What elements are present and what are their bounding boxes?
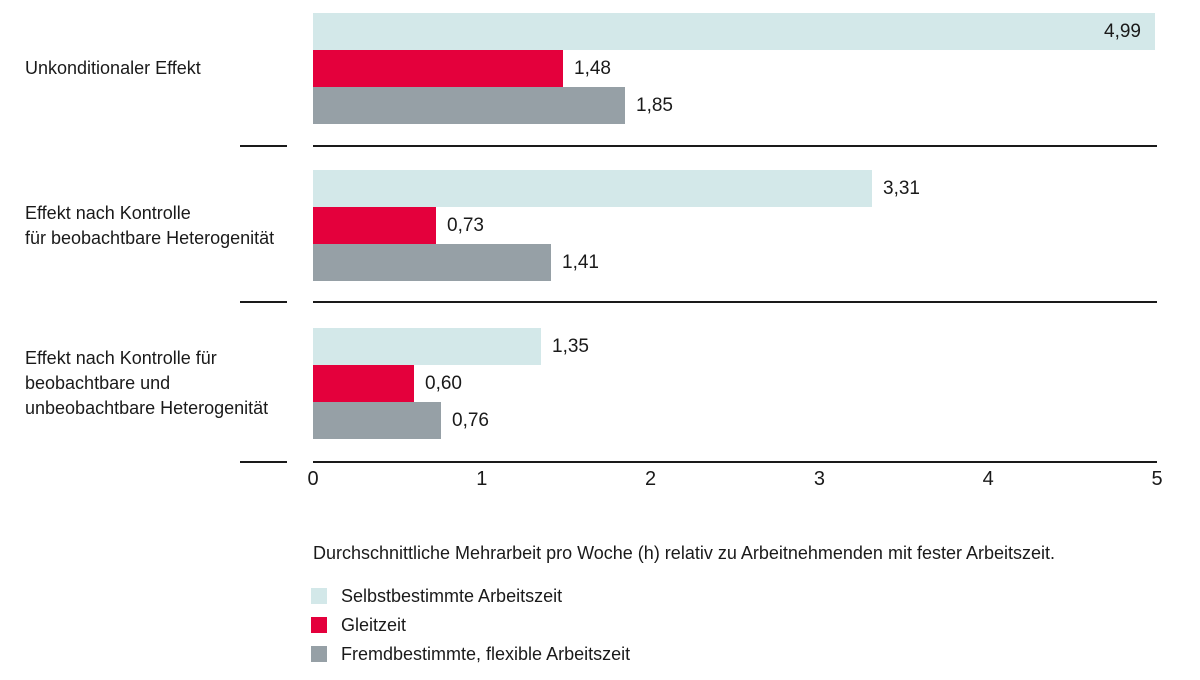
axis-tick-label: 0 [307, 468, 319, 490]
separator-dash [240, 301, 287, 303]
bar-value-label: 1,85 [636, 94, 673, 116]
category-label: Unkonditionaler Effekt [25, 58, 201, 78]
legend-swatch-icon [311, 588, 327, 604]
bar-value-label: 4,99 [1104, 20, 1141, 42]
separator-dash [240, 145, 287, 147]
legend-label: Gleitzeit [341, 615, 407, 635]
bar [313, 207, 436, 244]
bar-value-label: 1,35 [552, 335, 589, 357]
separator-line [313, 145, 1157, 147]
separator-line [313, 301, 1157, 303]
separator-line [313, 461, 1157, 463]
bar-value-label: 1,48 [574, 57, 611, 79]
bar [313, 244, 551, 281]
bar-value-label: 1,41 [562, 251, 599, 273]
bar-value-label: 0,60 [425, 372, 462, 394]
separator-dash [240, 461, 287, 463]
bar-value-label: 0,76 [452, 409, 489, 431]
bar [313, 170, 872, 207]
legend-item: Fremdbestimmte, flexible Arbeitszeit [311, 644, 631, 664]
legend-item: Gleitzeit [311, 615, 407, 635]
bar [313, 365, 414, 402]
category-label: Effekt nach Kontrolle für beobachtbare H… [25, 202, 275, 248]
bar [313, 50, 563, 87]
category-label: Effekt nach Kontrolle für beobachtbare u… [25, 348, 269, 418]
bar [313, 328, 541, 365]
bar [313, 402, 441, 439]
legend-label: Fremdbestimmte, flexible Arbeitszeit [341, 644, 631, 664]
bar [313, 13, 1155, 50]
bar [313, 87, 625, 124]
axis-tick-label: 1 [476, 468, 488, 490]
bar-value-label: 0,73 [447, 214, 484, 236]
legend-label: Selbstbestimmte Arbeitszeit [341, 586, 563, 606]
axis-caption: Durchschnittliche Mehrarbeit pro Woche (… [313, 543, 1055, 563]
legend-swatch-icon [311, 646, 327, 662]
axis-tick-label: 2 [645, 468, 657, 490]
axis-tick-label: 5 [1151, 468, 1163, 490]
legend-item: Selbstbestimmte Arbeitszeit [311, 586, 563, 606]
bar-value-label: 3,31 [883, 177, 920, 199]
axis-tick-label: 3 [813, 468, 825, 490]
axis-tick-label: 4 [982, 468, 994, 490]
legend-swatch-icon [311, 617, 327, 633]
